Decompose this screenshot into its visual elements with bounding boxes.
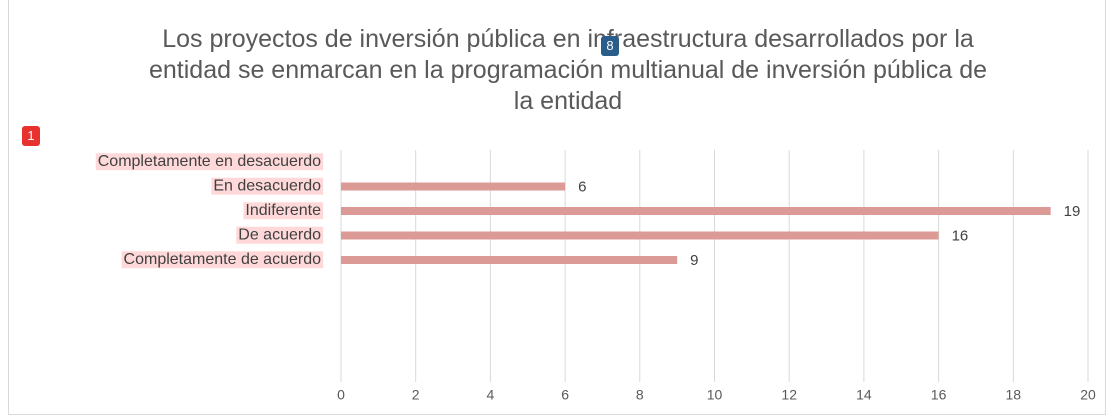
y-tick-label: En desacuerdo <box>213 178 321 195</box>
x-tick-label: 0 <box>337 387 345 403</box>
bar <box>341 256 678 264</box>
label-highlight <box>243 202 324 220</box>
y-tick-label: Completamente de acuerdo <box>124 251 322 268</box>
chart-title: Los proyectos de inversión pública en in… <box>148 25 987 115</box>
x-tick-label: 18 <box>1006 387 1022 403</box>
x-tick-label: 6 <box>561 387 569 403</box>
label-highlight <box>95 153 324 171</box>
label-highlight <box>236 226 324 244</box>
value-label: 16 <box>952 227 969 244</box>
label-highlight <box>211 177 324 195</box>
bar <box>341 231 939 240</box>
x-tick-label: 12 <box>781 387 797 403</box>
y-tick-label: De acuerdo <box>238 227 321 244</box>
frame <box>8 0 1106 415</box>
value-label: 6 <box>578 178 586 195</box>
badge: 8 <box>601 36 619 56</box>
x-tick-label: 14 <box>856 387 872 403</box>
x-tick-label: 10 <box>707 387 723 403</box>
label-highlight <box>121 251 324 269</box>
x-tick-label: 8 <box>636 387 644 403</box>
y-tick-label: Indiferente <box>245 202 321 219</box>
x-tick-label: 4 <box>487 387 495 403</box>
x-tick-label: 20 <box>1080 387 1096 403</box>
bar <box>341 207 1051 215</box>
value-label: 9 <box>690 252 698 269</box>
x-tick-label: 2 <box>412 387 420 403</box>
y-tick-label: Completamente en desacuerdo <box>98 153 321 170</box>
badge: 1 <box>22 126 40 146</box>
value-label: 19 <box>1064 203 1081 220</box>
bar <box>341 182 566 191</box>
x-tick-label: 16 <box>931 387 947 403</box>
